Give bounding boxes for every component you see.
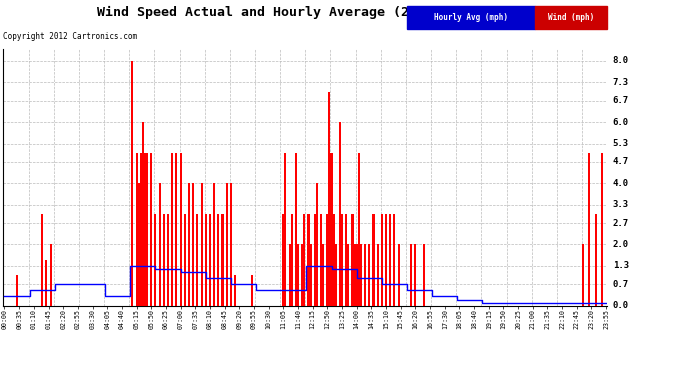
Bar bbox=[295, 153, 297, 306]
Bar bbox=[316, 183, 318, 306]
Bar bbox=[184, 153, 186, 306]
Text: Wind Speed Actual and Hourly Average (24 Hours) (New) 20121228: Wind Speed Actual and Hourly Average (24… bbox=[97, 6, 593, 19]
Bar bbox=[355, 244, 357, 306]
Bar bbox=[410, 244, 412, 306]
Bar bbox=[137, 183, 139, 306]
Text: 4.0: 4.0 bbox=[613, 179, 629, 188]
Text: 5.3: 5.3 bbox=[613, 139, 629, 148]
Text: 7.3: 7.3 bbox=[613, 78, 629, 87]
Bar bbox=[297, 244, 299, 306]
Bar bbox=[335, 214, 337, 306]
Bar bbox=[385, 214, 387, 306]
Bar bbox=[226, 183, 228, 306]
Bar bbox=[284, 153, 286, 306]
Bar bbox=[251, 275, 253, 306]
Text: 4.7: 4.7 bbox=[613, 158, 629, 166]
Bar bbox=[351, 214, 353, 306]
Bar bbox=[310, 244, 312, 306]
Bar bbox=[377, 214, 379, 306]
Bar bbox=[320, 153, 322, 306]
Bar bbox=[595, 214, 597, 306]
Text: 1.3: 1.3 bbox=[613, 261, 629, 270]
Bar bbox=[589, 153, 591, 306]
Bar bbox=[373, 244, 375, 306]
Bar bbox=[290, 244, 293, 306]
Bar bbox=[282, 183, 284, 306]
Bar bbox=[209, 244, 211, 306]
Text: 8.0: 8.0 bbox=[613, 57, 629, 66]
Bar bbox=[308, 244, 310, 306]
Bar bbox=[46, 260, 48, 306]
Bar bbox=[135, 153, 137, 306]
Bar bbox=[339, 122, 341, 306]
Bar bbox=[389, 244, 391, 306]
Bar bbox=[142, 122, 144, 306]
Bar bbox=[50, 244, 52, 306]
Bar bbox=[144, 153, 146, 306]
Bar bbox=[230, 244, 232, 306]
Bar bbox=[582, 244, 584, 306]
Bar bbox=[414, 244, 417, 306]
Bar bbox=[357, 214, 359, 306]
Bar bbox=[381, 244, 383, 306]
Bar bbox=[353, 214, 355, 306]
Bar bbox=[303, 214, 306, 306]
Text: 2.0: 2.0 bbox=[613, 240, 629, 249]
Bar bbox=[397, 244, 400, 306]
Bar bbox=[333, 244, 335, 306]
Bar bbox=[192, 214, 194, 306]
Bar bbox=[175, 214, 177, 306]
Text: Wind (mph): Wind (mph) bbox=[548, 13, 594, 22]
Bar bbox=[197, 244, 199, 306]
Bar bbox=[16, 275, 18, 306]
Text: 3.3: 3.3 bbox=[613, 200, 629, 209]
Bar bbox=[601, 153, 603, 306]
Text: 2.7: 2.7 bbox=[613, 219, 629, 228]
Text: 0.7: 0.7 bbox=[613, 280, 629, 289]
Bar bbox=[167, 214, 169, 306]
Bar bbox=[146, 153, 148, 306]
Bar bbox=[139, 153, 142, 306]
Bar bbox=[331, 153, 333, 306]
Bar bbox=[393, 244, 395, 306]
Bar bbox=[326, 183, 328, 306]
Bar bbox=[150, 153, 152, 306]
Bar bbox=[314, 214, 316, 306]
Text: 6.7: 6.7 bbox=[613, 96, 629, 105]
Bar bbox=[234, 275, 236, 306]
Text: Copyright 2012 Cartronics.com: Copyright 2012 Cartronics.com bbox=[3, 32, 137, 41]
Text: 6.0: 6.0 bbox=[613, 118, 629, 127]
Bar bbox=[159, 153, 161, 306]
Bar bbox=[341, 214, 343, 306]
Bar bbox=[288, 214, 290, 306]
Bar bbox=[301, 244, 303, 306]
Bar bbox=[221, 183, 224, 306]
Bar bbox=[155, 153, 157, 306]
Bar bbox=[205, 214, 207, 306]
Bar bbox=[188, 183, 190, 306]
Bar bbox=[328, 92, 331, 306]
Bar bbox=[131, 61, 133, 306]
Bar bbox=[163, 214, 165, 306]
Bar bbox=[364, 214, 366, 306]
Bar bbox=[179, 214, 181, 306]
Bar bbox=[322, 183, 324, 306]
Bar bbox=[359, 244, 362, 306]
Bar bbox=[368, 244, 371, 306]
Text: 0.0: 0.0 bbox=[613, 301, 629, 310]
Bar bbox=[217, 214, 219, 306]
Text: Hourly Avg (mph): Hourly Avg (mph) bbox=[434, 13, 508, 22]
Bar bbox=[171, 183, 173, 306]
Bar bbox=[347, 244, 349, 306]
Bar bbox=[213, 244, 215, 306]
Bar bbox=[201, 183, 203, 306]
Bar bbox=[41, 214, 43, 306]
Bar bbox=[345, 214, 347, 306]
Bar bbox=[423, 244, 425, 306]
